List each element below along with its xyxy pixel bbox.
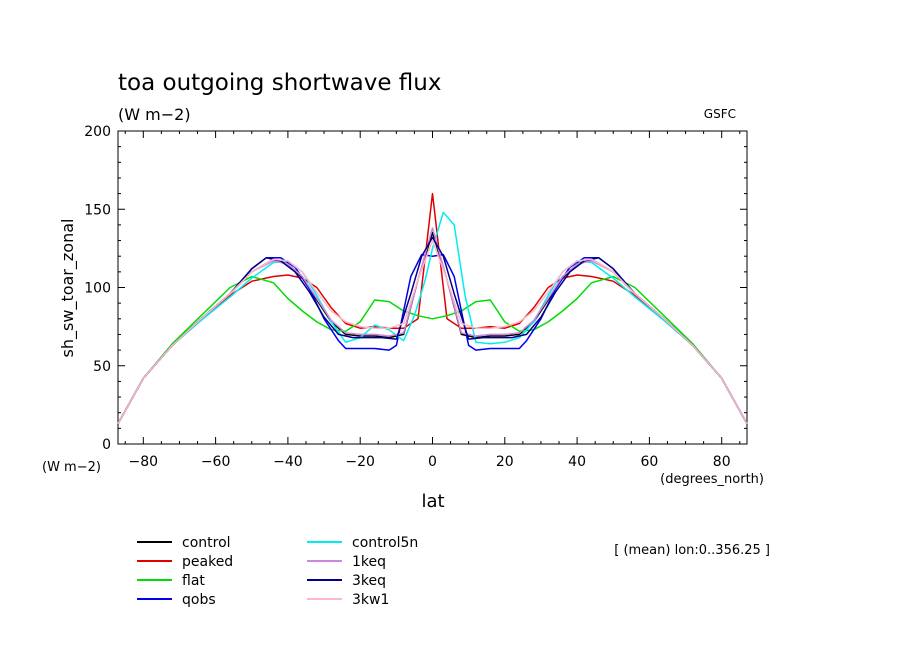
series-line-1keq <box>117 227 748 425</box>
x-tick-label: −40 <box>273 454 303 470</box>
series-line-qobs <box>117 253 748 425</box>
axis-ticks: −80 −60 −40 −20 0 20 40 60 80 0 50 100 150 200 <box>84 124 747 470</box>
legend-label: peaked <box>182 554 233 570</box>
legend-label: flat <box>182 573 205 589</box>
y-tick-label: 50 <box>93 359 111 375</box>
y-tick-label: 100 <box>84 281 111 297</box>
y-tick-label: 200 <box>84 124 111 140</box>
x-tick-label: −60 <box>201 454 231 470</box>
y-tick-label: 0 <box>102 437 111 453</box>
legend-label: 3keq <box>352 573 386 589</box>
y-tick-label: 150 <box>84 202 111 218</box>
x-tick-label: 0 <box>428 454 437 470</box>
y-axis-label: sh_sw_toar_zonal <box>58 219 78 358</box>
chart-note: [ (mean) lon:0..356.25 ] <box>614 543 770 558</box>
x-tick-label: 20 <box>496 454 514 470</box>
x-axis-units: (degrees_north) <box>660 472 764 487</box>
chart-source: GSFC <box>704 107 736 121</box>
legend-label: control <box>182 535 231 551</box>
series-lines <box>117 192 748 425</box>
x-tick-label: 80 <box>713 454 731 470</box>
chart-units: (W m−2) <box>118 105 191 124</box>
series-line-peaked <box>117 192 748 425</box>
series-line-3kw1 <box>117 239 748 425</box>
chart-title: toa outgoing shortwave flux <box>118 70 441 96</box>
legend-label: control5n <box>352 535 418 551</box>
legend-label: 3kw1 <box>352 592 389 608</box>
plot-frame <box>117 130 748 445</box>
series-line-flat <box>117 275 748 425</box>
y-axis-units: (W m−2) <box>42 460 101 475</box>
series-line-3keq <box>117 236 748 425</box>
series-line-control <box>117 231 748 425</box>
legend: control peaked flat qobs control5n 1keq 3keq 3k… <box>137 535 418 608</box>
x-tick-label: 60 <box>640 454 658 470</box>
x-tick-label: −20 <box>345 454 375 470</box>
series-line-control5n <box>117 211 748 425</box>
x-axis-label: lat <box>421 491 444 512</box>
legend-label: qobs <box>182 592 216 608</box>
x-tick-label: 40 <box>568 454 586 470</box>
legend-label: 1keq <box>352 554 386 570</box>
x-tick-label: −80 <box>129 454 159 470</box>
